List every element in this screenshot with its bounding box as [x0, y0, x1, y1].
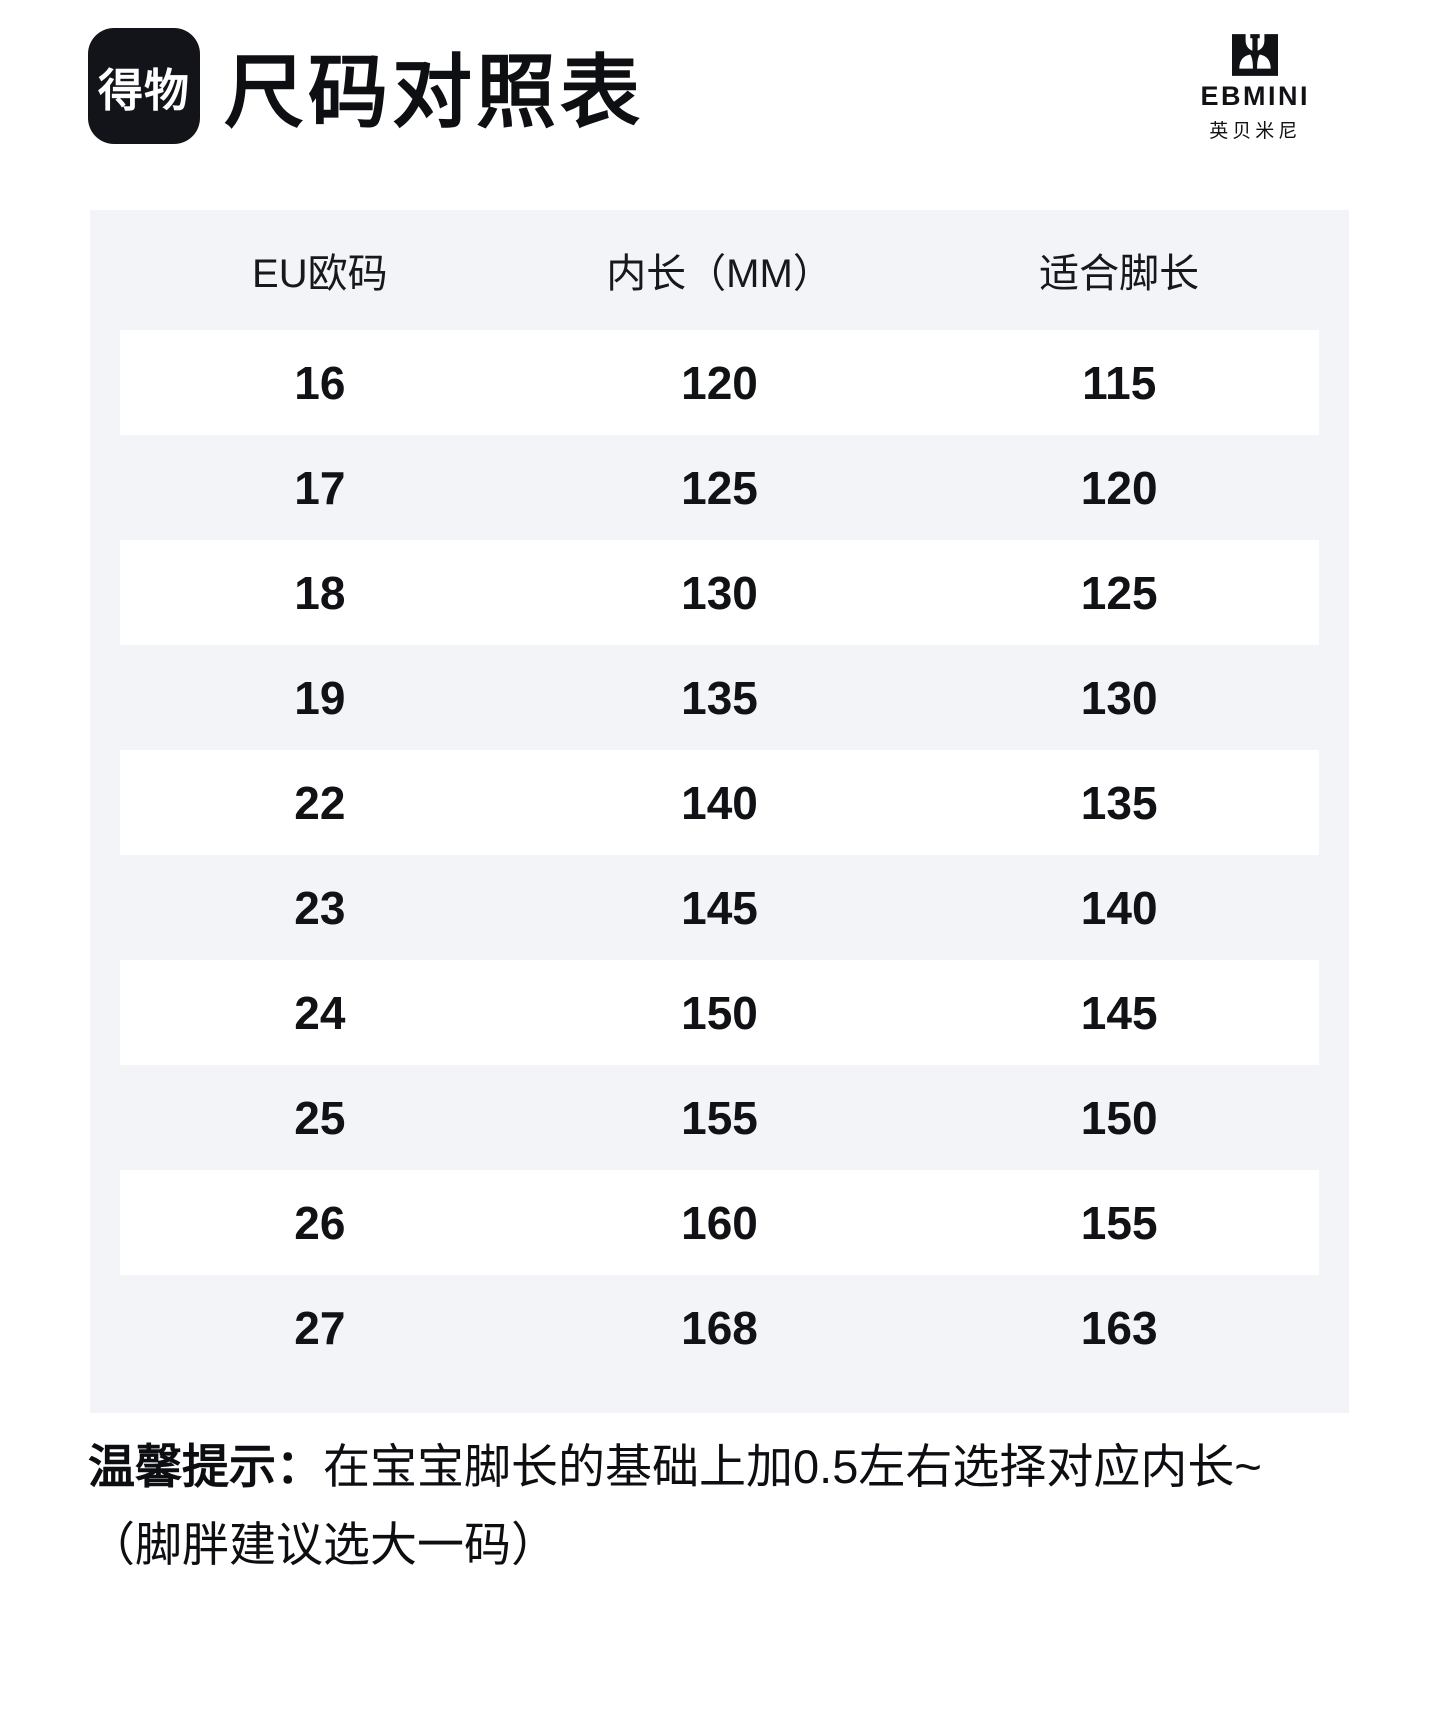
note-text-line2: （脚胖建议选大一码）	[88, 1518, 558, 1571]
table-row: 16 120 115	[120, 330, 1319, 435]
cell-foot-length: 155	[1080, 1196, 1158, 1249]
cell-eu-size: 16	[294, 356, 346, 409]
cell-foot-length: 150	[1080, 1091, 1158, 1144]
brand-name-cn: 英贝米尼	[1209, 121, 1302, 142]
cell-foot-length: 115	[1082, 356, 1157, 409]
dewu-logo: 得物	[88, 28, 200, 144]
column-header-eu-size: EU欧码	[252, 252, 388, 296]
table-row: 26 160 155	[120, 1170, 1319, 1275]
dewu-logo-text: 得物	[97, 64, 190, 116]
size-table: EU欧码 内长（MM） 适合脚长 16 120 115 17 125 120 1…	[90, 210, 1349, 1413]
table-row: 17 125 120	[120, 435, 1319, 540]
cell-inner-length: 120	[681, 356, 758, 409]
cell-foot-length: 163	[1080, 1301, 1158, 1354]
cell-eu-size: 27	[294, 1301, 346, 1354]
table-row: 27 168 163	[120, 1275, 1319, 1380]
cell-inner-length: 160	[681, 1196, 758, 1249]
crown-icon	[1232, 34, 1279, 76]
table-row: 19 135 130	[120, 645, 1319, 750]
cell-inner-length: 125	[681, 461, 758, 514]
cell-foot-length: 120	[1080, 461, 1158, 514]
brand-name: EBMINI	[1200, 81, 1310, 111]
table-row: 23 145 140	[120, 855, 1319, 960]
cell-eu-size: 22	[294, 776, 346, 829]
note-label: 温馨提示：	[88, 1440, 323, 1493]
cell-inner-length: 145	[681, 881, 758, 934]
cell-inner-length: 150	[681, 986, 758, 1039]
cell-inner-length: 168	[681, 1301, 758, 1354]
cell-eu-size: 18	[294, 566, 346, 619]
cell-inner-length: 135	[681, 671, 758, 724]
note-text-line1: 在宝宝脚长的基础上加0.5左右选择对应内长~	[323, 1440, 1262, 1493]
cell-foot-length: 125	[1080, 566, 1158, 619]
table-row: 25 155 150	[120, 1065, 1319, 1170]
cell-inner-length: 130	[681, 566, 758, 619]
table-body: 16 120 115 17 125 120 18 130 125 19 135 …	[120, 330, 1319, 1380]
size-tip-note: 温馨提示：在宝宝脚长的基础上加0.5左右选择对应内长~ （脚胖建议选大一码）	[88, 1428, 1398, 1584]
cell-eu-size: 24	[294, 986, 346, 1039]
table-header-row: EU欧码 内长（MM） 适合脚长	[120, 210, 1319, 330]
page-header: 得物 尺码对照表 EBMINI 英贝米尼	[88, 28, 1310, 144]
cell-foot-length: 135	[1080, 776, 1158, 829]
cell-inner-length: 140	[681, 776, 758, 829]
table-row: 22 140 135	[120, 750, 1319, 855]
column-header-foot-length: 适合脚长	[1039, 252, 1200, 296]
table-row: 24 150 145	[120, 960, 1319, 1065]
cell-eu-size: 25	[294, 1091, 346, 1144]
cell-eu-size: 23	[294, 881, 346, 934]
cell-eu-size: 17	[294, 461, 346, 514]
cell-inner-length: 155	[681, 1091, 758, 1144]
brand-logo: EBMINI 英贝米尼	[1201, 34, 1311, 143]
table-row: 18 130 125	[120, 540, 1319, 645]
column-header-inner-length: 内长（MM）	[606, 252, 833, 296]
cell-eu-size: 26	[294, 1196, 346, 1249]
cell-eu-size: 19	[294, 671, 346, 724]
page-title: 尺码对照表	[224, 48, 644, 137]
cell-foot-length: 145	[1080, 986, 1158, 1039]
cell-foot-length: 130	[1080, 671, 1158, 724]
cell-foot-length: 140	[1080, 881, 1158, 934]
